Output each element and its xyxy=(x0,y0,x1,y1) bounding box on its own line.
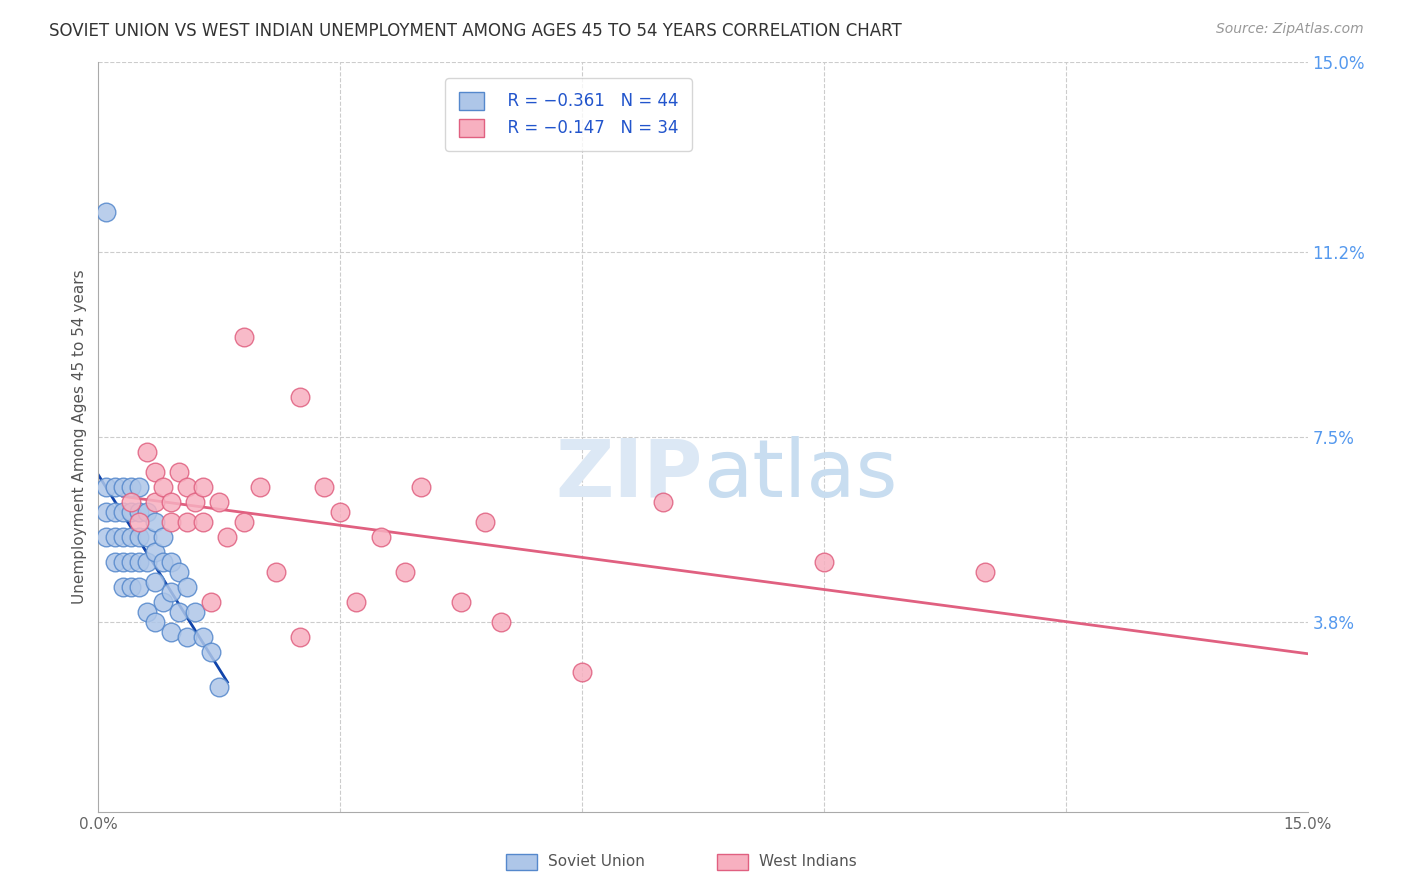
Point xyxy=(394,565,416,579)
Point xyxy=(193,515,215,529)
Point xyxy=(96,530,118,544)
Point xyxy=(152,595,174,609)
Point xyxy=(135,605,157,619)
Point xyxy=(143,545,166,559)
Point xyxy=(103,555,125,569)
Point xyxy=(111,580,134,594)
Point xyxy=(208,680,231,694)
Point xyxy=(120,480,142,494)
Point xyxy=(120,505,142,519)
Point xyxy=(329,505,352,519)
Point xyxy=(217,530,239,544)
Point xyxy=(474,515,496,529)
Point xyxy=(120,555,142,569)
Point xyxy=(176,580,198,594)
Point xyxy=(143,615,166,629)
Point xyxy=(193,480,215,494)
Point xyxy=(813,555,835,569)
Point xyxy=(143,495,166,509)
Point xyxy=(103,480,125,494)
Point xyxy=(176,480,198,494)
Point xyxy=(370,530,392,544)
Text: Source: ZipAtlas.com: Source: ZipAtlas.com xyxy=(1216,22,1364,37)
Point xyxy=(128,515,150,529)
Point xyxy=(103,530,125,544)
Point xyxy=(160,495,183,509)
Point xyxy=(288,630,311,644)
Text: West Indians: West Indians xyxy=(759,855,858,869)
Point xyxy=(200,595,222,609)
Y-axis label: Unemployment Among Ages 45 to 54 years: Unemployment Among Ages 45 to 54 years xyxy=(72,269,87,605)
Point xyxy=(184,605,207,619)
Point xyxy=(128,480,150,494)
Point xyxy=(128,505,150,519)
Point xyxy=(232,330,254,344)
Point xyxy=(974,565,997,579)
Text: Soviet Union: Soviet Union xyxy=(548,855,645,869)
Point xyxy=(167,605,190,619)
Text: SOVIET UNION VS WEST INDIAN UNEMPLOYMENT AMONG AGES 45 TO 54 YEARS CORRELATION C: SOVIET UNION VS WEST INDIAN UNEMPLOYMENT… xyxy=(49,22,903,40)
Text: atlas: atlas xyxy=(703,435,897,514)
Point xyxy=(160,515,183,529)
Point xyxy=(135,505,157,519)
Point xyxy=(128,555,150,569)
Point xyxy=(160,555,183,569)
Point xyxy=(96,480,118,494)
Point xyxy=(103,505,125,519)
Point xyxy=(208,495,231,509)
Point xyxy=(167,465,190,479)
Point xyxy=(314,480,336,494)
Point xyxy=(409,480,432,494)
Point xyxy=(160,585,183,599)
Point xyxy=(120,495,142,509)
Point xyxy=(450,595,472,609)
Point xyxy=(135,530,157,544)
Point xyxy=(120,530,142,544)
Point xyxy=(135,445,157,459)
Point xyxy=(200,645,222,659)
Point xyxy=(128,530,150,544)
Point xyxy=(491,615,513,629)
Point xyxy=(160,624,183,639)
Point xyxy=(111,530,134,544)
Point xyxy=(111,555,134,569)
Point xyxy=(143,465,166,479)
Point xyxy=(264,565,287,579)
Point xyxy=(111,505,134,519)
Point xyxy=(167,565,190,579)
Point xyxy=(120,580,142,594)
Point xyxy=(152,480,174,494)
Point xyxy=(143,515,166,529)
Text: ZIP: ZIP xyxy=(555,435,703,514)
Point xyxy=(96,505,118,519)
Point xyxy=(176,515,198,529)
Point xyxy=(128,580,150,594)
Legend:   R = −0.361   N = 44,   R = −0.147   N = 34: R = −0.361 N = 44, R = −0.147 N = 34 xyxy=(446,78,692,151)
Point xyxy=(344,595,367,609)
Point xyxy=(176,630,198,644)
Point xyxy=(288,390,311,404)
Point xyxy=(111,480,134,494)
Point xyxy=(651,495,673,509)
Point xyxy=(249,480,271,494)
Point xyxy=(135,555,157,569)
Point xyxy=(571,665,593,679)
Point xyxy=(96,205,118,219)
Point xyxy=(152,555,174,569)
Point xyxy=(193,630,215,644)
Point xyxy=(232,515,254,529)
Point xyxy=(184,495,207,509)
Point xyxy=(152,530,174,544)
Point xyxy=(143,574,166,589)
